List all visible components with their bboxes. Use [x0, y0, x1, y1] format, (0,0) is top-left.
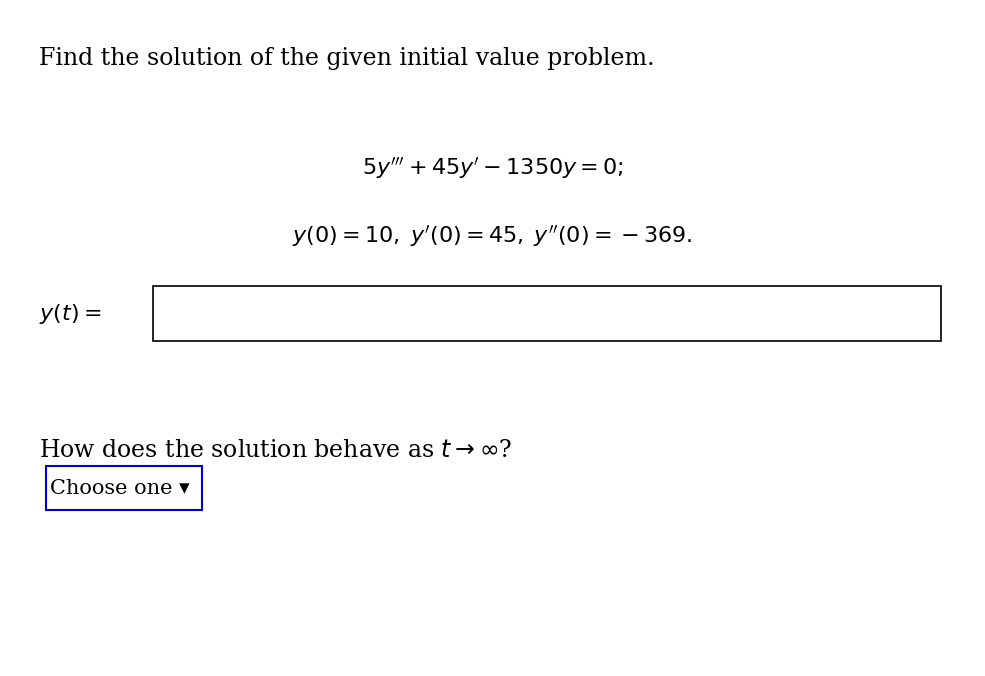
Text: $y(t) =$: $y(t) =$	[39, 302, 101, 327]
FancyBboxPatch shape	[46, 466, 202, 510]
Text: $5y^{\prime\prime\prime} + 45y^{\prime} - 1350y = 0;$: $5y^{\prime\prime\prime} + 45y^{\prime} …	[361, 155, 624, 181]
Text: $y(0) = 10, \; y^{\prime}(0) = 45, \; y^{\prime\prime}(0) = -369.$: $y(0) = 10, \; y^{\prime}(0) = 45, \; y^…	[293, 223, 692, 249]
Text: How does the solution behave as $t \to \infty$?: How does the solution behave as $t \to \…	[39, 439, 512, 462]
Text: Find the solution of the given initial value problem.: Find the solution of the given initial v…	[39, 47, 655, 70]
FancyBboxPatch shape	[153, 286, 941, 341]
Text: Choose one ▾: Choose one ▾	[50, 479, 190, 498]
